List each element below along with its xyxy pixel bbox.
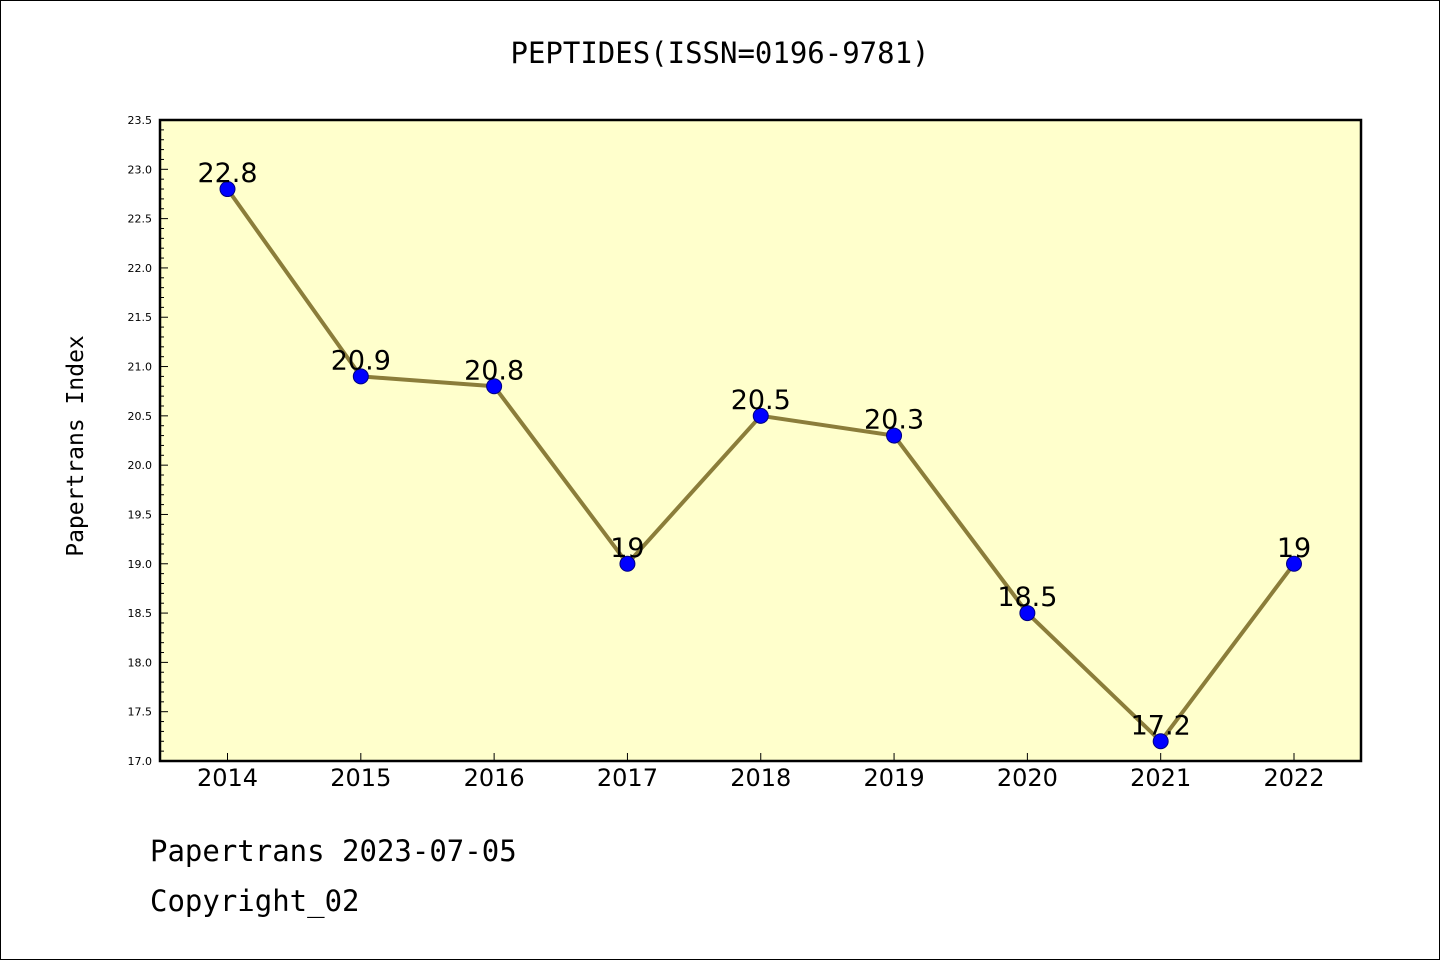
data-label: 19 bbox=[610, 533, 644, 564]
x-tick-label: 2022 bbox=[1263, 764, 1324, 792]
x-tick-label: 2015 bbox=[330, 764, 391, 792]
x-tick-label: 2016 bbox=[464, 764, 525, 792]
y-tick-label: 23.5 bbox=[128, 114, 153, 127]
data-label: 20.8 bbox=[464, 355, 524, 386]
y-tick-label: 20.0 bbox=[128, 459, 153, 472]
y-tick-label: 20.5 bbox=[128, 410, 153, 423]
data-point bbox=[219, 181, 236, 198]
x-tick-label: 2020 bbox=[997, 764, 1058, 792]
data-label: 20.9 bbox=[331, 345, 391, 376]
data-point bbox=[1019, 605, 1036, 622]
data-point bbox=[1152, 733, 1169, 750]
data-label: 20.5 bbox=[731, 385, 791, 416]
data-point bbox=[1286, 555, 1302, 572]
y-tick-label: 22.0 bbox=[128, 262, 153, 275]
x-tick-label: 2014 bbox=[197, 764, 258, 792]
footer-copyright: Copyright_02 bbox=[150, 884, 360, 918]
data-point bbox=[752, 407, 769, 424]
data-label: 18.5 bbox=[997, 582, 1057, 613]
data-label: 19 bbox=[1277, 533, 1311, 564]
y-tick-label: 18.0 bbox=[128, 656, 153, 669]
x-tick-label: 2018 bbox=[730, 764, 791, 792]
y-tick-label: 22.5 bbox=[128, 213, 153, 226]
footer-date: Papertrans 2023-07-05 bbox=[150, 834, 517, 868]
y-tick-label: 19.5 bbox=[128, 508, 153, 521]
y-tick-label: 17.5 bbox=[128, 706, 153, 719]
x-tick-label: 2019 bbox=[864, 764, 925, 792]
y-tick-label: 21.0 bbox=[128, 361, 153, 374]
data-point bbox=[486, 378, 503, 395]
x-tick-label: 2021 bbox=[1130, 764, 1191, 792]
y-tick-label: 21.5 bbox=[128, 311, 153, 324]
y-tick-label: 18.5 bbox=[128, 607, 153, 620]
y-tick-label: 19.0 bbox=[128, 558, 153, 571]
data-point bbox=[352, 368, 369, 385]
data-label: 17.2 bbox=[1131, 710, 1191, 741]
data-point bbox=[619, 555, 636, 572]
data-label: 20.3 bbox=[864, 405, 924, 436]
y-tick-label: 23.0 bbox=[128, 163, 153, 176]
plot-area bbox=[160, 120, 1361, 761]
plot-border bbox=[158, 118, 1363, 763]
data-label: 22.8 bbox=[197, 158, 257, 189]
data-point bbox=[886, 427, 903, 444]
y-tick-label: 17.0 bbox=[128, 755, 153, 768]
chart-title: PEPTIDES(ISSN=0196-9781) bbox=[510, 36, 930, 70]
x-tick-label: 2017 bbox=[597, 764, 658, 792]
